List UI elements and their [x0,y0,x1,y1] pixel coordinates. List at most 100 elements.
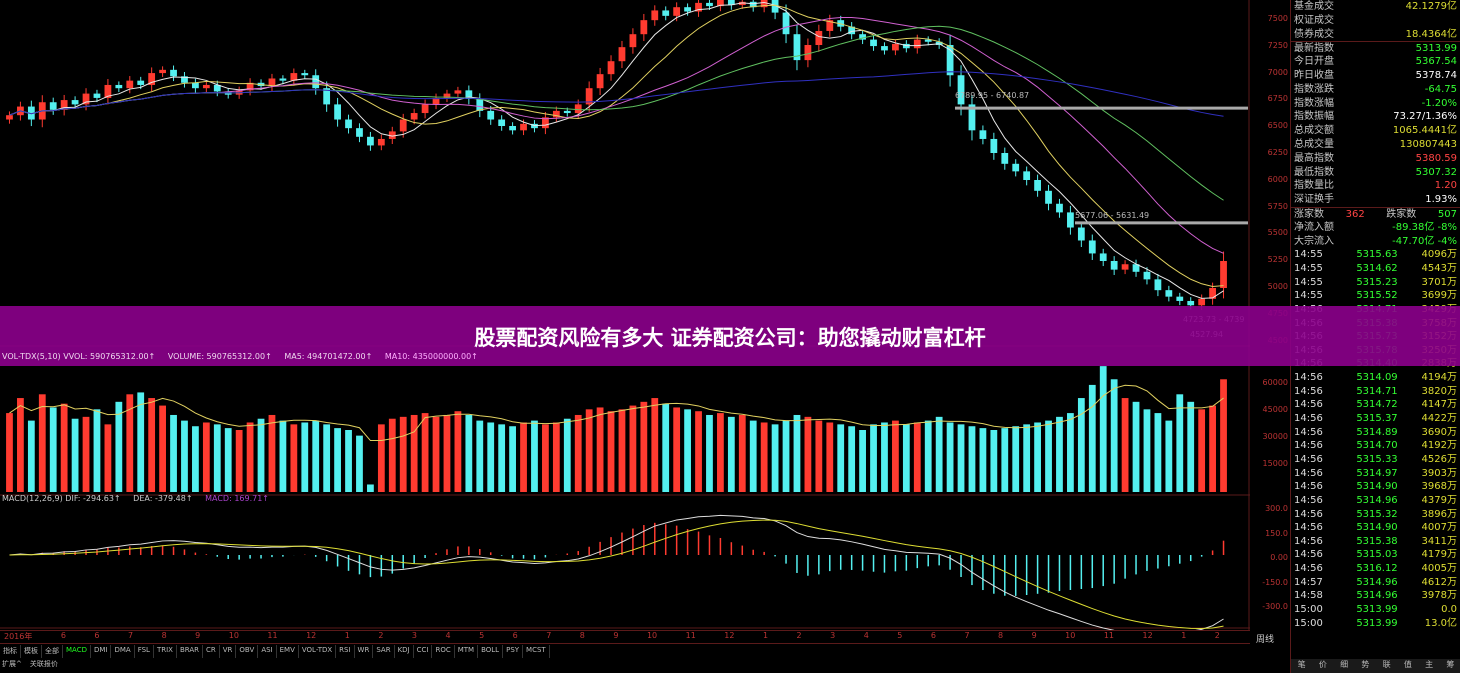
tab-brar[interactable]: BRAR [177,645,203,658]
candle-body [881,46,888,51]
stat-value: 1.20 [1434,180,1457,192]
date-tick: 6 [930,631,936,640]
panel-tab[interactable]: 联 [1382,660,1391,669]
tab-sar[interactable]: SAR [373,645,395,658]
tab-dmi[interactable]: DMI [91,645,112,658]
tab-obv[interactable]: OBV [236,645,259,658]
tab-asi[interactable]: ASI [258,645,277,658]
panel-tab[interactable]: 价 [1318,660,1327,669]
volume-bar [202,422,210,492]
tab-cr[interactable]: CR [203,645,220,658]
vol-tdx-value: VOL-TDX(5,10) VVOL: 590765312.00↑ [2,352,156,361]
tick-row: 14:56 5314.09 4194万 [1291,371,1460,385]
candle-body [498,119,506,126]
candle-body [49,102,57,110]
tab-psy[interactable]: PSY [503,645,524,658]
volume-bar [1067,413,1074,492]
tab-cci[interactable]: CCI [414,645,433,658]
tab-roc[interactable]: ROC [432,645,455,658]
stat-label: 总成交额 [1294,125,1334,137]
date-tick: 2 [378,631,384,640]
tick-time: 14:56 [1294,508,1323,520]
volume-bar [1023,424,1031,492]
panel-tab[interactable]: 筹 [1446,660,1455,669]
volume-bar [410,414,418,492]
tab-全部[interactable]: 全部 [42,645,63,658]
candle-body [552,110,560,118]
tick-time: 14:57 [1294,576,1323,588]
candle-body [738,1,746,6]
stat-value: 42.1279亿 [1405,1,1457,12]
tab-rsi[interactable]: RSI [336,645,355,658]
volume-bar [1165,420,1173,492]
tick-price: 5314.70 [1356,440,1398,452]
candle-body [1187,300,1195,306]
date-tick: 8 [161,631,167,640]
date-tick: 1 [344,631,350,640]
tick-volume: 4192万 [1421,440,1457,452]
tab-dma[interactable]: DMA [111,645,135,658]
candle-body [93,93,101,98]
date-tick: 10 [1065,631,1076,640]
ext-button[interactable]: 关联报价 [29,660,58,668]
tick-row: 14:56 5315.33 4526万 [1291,453,1460,467]
volume-bar [618,409,626,492]
flow-row: 净流入额 -89.38亿 -8% [1291,221,1460,235]
candle-body [137,80,145,85]
tab-mtm[interactable]: MTM [455,645,479,658]
tick-price: 5315.37 [1356,413,1398,425]
candle-body [662,10,670,16]
volume-bar [432,416,440,492]
date-tick: 1 [762,631,769,640]
tab-kdj[interactable]: KDJ [395,645,414,658]
candle-body [71,100,79,105]
candle-body [804,45,812,61]
tab-wr[interactable]: WR [355,645,374,658]
tab-模板[interactable]: 模板 [21,645,42,658]
candle-body [279,78,287,81]
tab-指标[interactable]: 指标 [0,645,21,658]
panel-tab[interactable]: 细 [1340,660,1349,669]
period-label[interactable]: 周线 [1256,635,1275,645]
candle-body [1198,298,1206,306]
tick-time: 14:55 [1294,290,1323,302]
volume-bar [859,430,866,492]
volume-bar [49,407,57,492]
tick-price: 5314.90 [1356,522,1398,534]
panel-tab[interactable]: 主 [1425,660,1434,669]
tick-time: 15:00 [1294,617,1323,629]
volume-bar [399,416,407,492]
candle-body [1176,296,1184,301]
tick-price: 5315.03 [1356,549,1398,561]
volume-tick: 60000 [1262,378,1288,387]
tab-macd[interactable]: MACD [63,645,91,658]
volume-bar [82,416,90,492]
stat-value: 1065.4441亿 [1392,125,1457,137]
tab-mcst[interactable]: MCST [523,645,550,658]
ext-button[interactable]: 扩展^ [2,660,22,668]
candle-body [312,75,320,89]
volume-bar [793,414,801,492]
panel-tab[interactable]: 势 [1361,660,1370,669]
tab-vr[interactable]: VR [220,645,237,658]
panel-tab[interactable]: 笔 [1297,660,1306,669]
tick-price: 5314.89 [1356,426,1398,438]
candle-body [301,73,309,76]
tick-volume: 4194万 [1421,372,1457,384]
date-tick: 10 [228,631,239,640]
tick-row: 14:56 5315.37 4422万 [1291,412,1460,426]
panel-tab[interactable]: 值 [1403,660,1412,669]
tab-trix[interactable]: TRIX [154,645,177,658]
candle-body [60,100,68,110]
volume-bar [246,422,254,492]
tab-emv[interactable]: EMV [277,645,299,658]
tick-row: 14:55 5315.52 3699万 [1291,289,1460,303]
tab-fsl[interactable]: FSL [135,645,154,658]
candle-body [1154,279,1162,291]
volume-bar [902,424,910,492]
tab-boll[interactable]: BOLL [478,645,504,658]
macd-tick: 150.0 [1265,528,1288,538]
tab-vol-tdx[interactable]: VOL-TDX [299,645,337,658]
candle-body [345,119,352,129]
